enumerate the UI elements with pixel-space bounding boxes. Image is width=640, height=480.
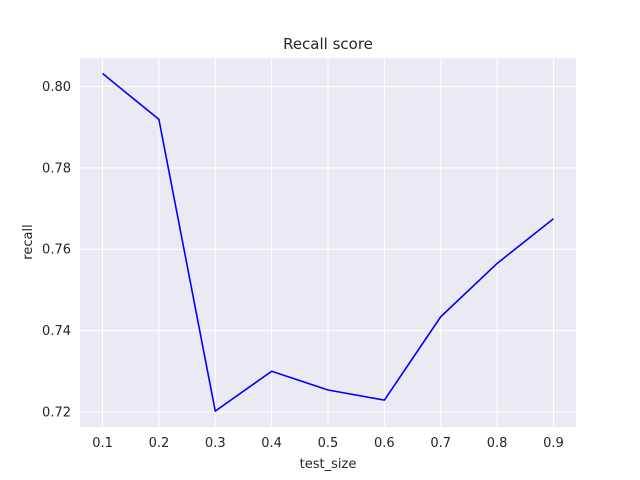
y-tick-label: 0.78 xyxy=(42,161,71,176)
x-tick-label: 0.9 xyxy=(543,436,564,451)
y-tick-label: 0.76 xyxy=(42,243,71,258)
grid-lines xyxy=(80,58,576,427)
x-tick-labels: 0.1 0.2 0.3 0.4 0.5 0.6 0.7 0.8 0.9 xyxy=(92,436,564,451)
x-tick-label: 0.8 xyxy=(487,436,508,451)
x-tick-label: 0.5 xyxy=(318,436,339,451)
x-tick-label: 0.2 xyxy=(149,436,170,451)
y-tick-label: 0.80 xyxy=(42,80,71,95)
y-tick-labels: 0.72 0.74 0.76 0.78 0.80 xyxy=(42,80,71,420)
y-tick-label: 0.72 xyxy=(42,405,71,420)
x-axis-label: test_size xyxy=(300,457,357,472)
x-tick-label: 0.4 xyxy=(261,436,282,451)
x-tick-label: 0.7 xyxy=(430,436,451,451)
x-tick-label: 0.3 xyxy=(205,436,226,451)
x-tick-label: 0.6 xyxy=(374,436,395,451)
series-lines xyxy=(102,72,554,412)
x-tick-label: 0.1 xyxy=(92,436,113,451)
chart-title: Recall score xyxy=(283,35,373,53)
y-axis-label: recall xyxy=(21,224,36,259)
y-tick-label: 0.74 xyxy=(42,324,71,339)
